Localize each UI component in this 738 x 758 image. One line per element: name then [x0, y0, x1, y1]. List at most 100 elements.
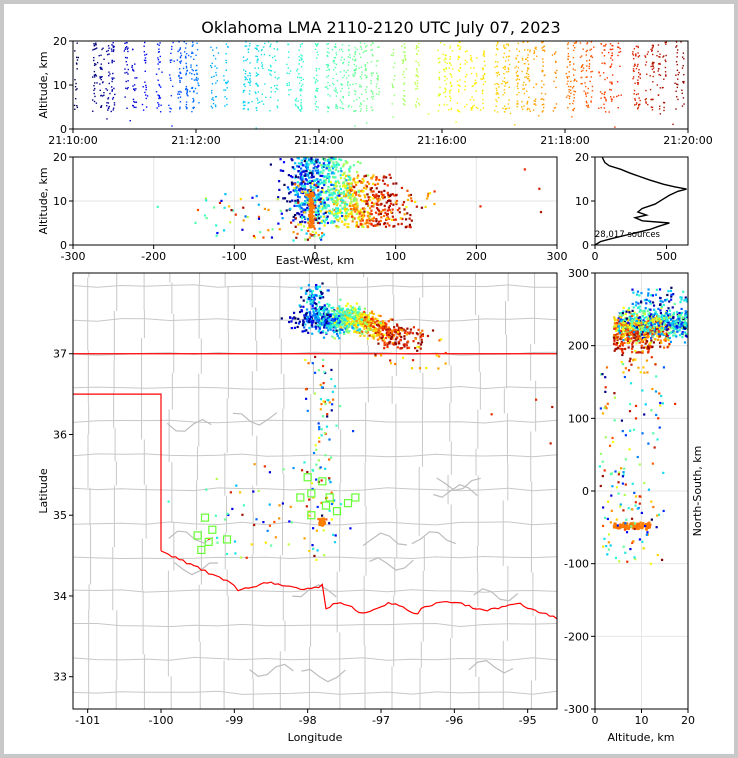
river-line [173, 561, 219, 576]
source-point [408, 194, 411, 197]
source-point [343, 311, 346, 315]
source-point [354, 72, 356, 75]
source-point [322, 358, 325, 361]
source-point [273, 48, 276, 50]
source-point [358, 180, 361, 183]
source-point [542, 49, 544, 51]
source-point [292, 239, 295, 242]
source-point [353, 206, 356, 210]
source-point [387, 206, 391, 209]
source-point [370, 79, 372, 82]
source-point [586, 41, 589, 44]
source-point [327, 81, 329, 84]
source-point [269, 69, 271, 72]
source-point [365, 317, 368, 321]
source-point [307, 229, 310, 233]
source-point [242, 108, 245, 110]
source-point [288, 51, 290, 53]
source-point [351, 204, 354, 207]
source-point [403, 331, 407, 335]
source-point [527, 63, 530, 65]
source-point [570, 89, 572, 91]
source-point [132, 68, 134, 70]
source-point [332, 398, 335, 401]
source-point [360, 48, 363, 50]
source-point [610, 65, 612, 67]
source-point [444, 79, 446, 82]
source-point [344, 314, 347, 317]
source-point [317, 422, 320, 425]
source-point [244, 215, 247, 218]
source-point [357, 307, 360, 311]
source-point [483, 51, 485, 53]
source-point [327, 93, 329, 96]
source-point [685, 311, 688, 314]
source-point [197, 82, 199, 84]
source-point [403, 213, 406, 216]
source-point [675, 61, 678, 63]
source-point [396, 324, 399, 327]
source-point [395, 182, 398, 185]
source-point [108, 71, 110, 73]
source-point [357, 194, 361, 197]
source-point [340, 307, 343, 310]
source-point [682, 97, 685, 99]
source-point [590, 101, 592, 103]
source-point [379, 212, 383, 216]
source-point [365, 50, 368, 52]
source-point [457, 84, 459, 86]
source-point [634, 64, 636, 66]
source-point [322, 162, 325, 165]
source-point [247, 81, 250, 83]
source-point [328, 401, 331, 404]
source-point [363, 307, 366, 310]
source-point [573, 107, 575, 110]
source-point [340, 327, 343, 330]
source-point [289, 200, 292, 203]
source-point [406, 331, 409, 334]
source-point [449, 47, 451, 49]
source-point [426, 194, 430, 198]
source-point [328, 313, 331, 316]
source-point [332, 82, 334, 85]
source-point [292, 231, 295, 234]
source-point [109, 92, 111, 95]
source-point [293, 204, 296, 207]
source-point [340, 83, 342, 85]
source-point [343, 193, 346, 196]
source-point [365, 330, 368, 333]
source-point [331, 208, 335, 211]
source-point [335, 218, 339, 221]
source-point [379, 330, 382, 333]
source-point [313, 161, 317, 164]
source-point [392, 341, 395, 345]
source-point [311, 305, 314, 308]
source-point [503, 44, 505, 46]
source-point [324, 454, 327, 457]
source-point [350, 308, 353, 312]
source-point [316, 287, 319, 291]
source-point [411, 332, 414, 335]
source-point [383, 343, 386, 346]
source-point [372, 319, 375, 322]
source-point [346, 77, 348, 79]
source-point [305, 179, 308, 182]
source-point [313, 183, 316, 186]
source-point [327, 189, 330, 192]
source-point [326, 66, 329, 68]
source-point [329, 481, 332, 484]
source-point [311, 218, 314, 221]
source-point [350, 211, 353, 214]
source-point [348, 91, 350, 94]
river-line [468, 659, 514, 674]
source-point [334, 312, 337, 315]
source-point [651, 68, 654, 71]
source-point [74, 78, 76, 81]
source-point [304, 388, 308, 391]
source-point [300, 182, 303, 185]
source-point [255, 92, 257, 95]
source-point [159, 55, 162, 58]
source-point [210, 105, 213, 108]
source-point [356, 160, 360, 163]
source-point [361, 199, 364, 203]
